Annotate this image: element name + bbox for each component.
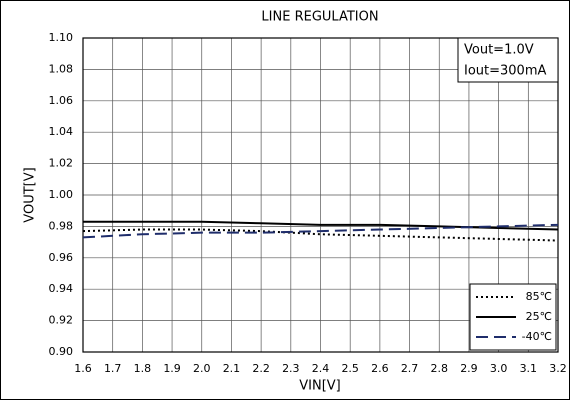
x-tick-label: 3.2 (549, 362, 567, 375)
y-tick-label: 1.10 (49, 31, 74, 44)
x-tick-label: 2.3 (282, 362, 300, 375)
x-tick-label: 2.6 (371, 362, 389, 375)
y-tick-label: 0.98 (49, 219, 74, 232)
x-tick-label: 2.9 (460, 362, 478, 375)
x-tick-label: 1.9 (163, 362, 181, 375)
legend-label: 85℃ (526, 290, 552, 303)
x-tick-label: 1.8 (134, 362, 152, 375)
y-tick-label: 1.08 (49, 62, 74, 75)
legend-label: -40℃ (522, 330, 552, 343)
x-tick-label: 3.0 (490, 362, 508, 375)
y-tick-label: 0.96 (49, 251, 74, 264)
y-tick-label: 1.02 (49, 157, 74, 170)
y-tick-label: 0.90 (49, 345, 74, 358)
y-tick-label: 1.04 (49, 125, 74, 138)
y-tick-label: 1.06 (49, 94, 74, 107)
annotation: Iout=300mA (464, 64, 546, 79)
x-tick-label: 2.2 (252, 362, 270, 375)
x-tick-label: 2.1 (223, 362, 241, 375)
annotation: Vout=1.0V (464, 43, 534, 58)
x-tick-label: 2.8 (431, 362, 449, 375)
y-tick-label: 1.00 (49, 188, 74, 201)
x-tick-label: 2.4 (312, 362, 330, 375)
plot-border (82, 37, 559, 353)
series-line (82, 228, 559, 242)
series-line (82, 223, 559, 239)
x-axis-label: VIN[V] (299, 379, 341, 394)
y-axis-label: VOUT[V] (23, 167, 38, 222)
x-tick-label: 2.5 (341, 362, 359, 375)
x-tick-label: 2.7 (401, 362, 419, 375)
x-tick-label: 2.0 (193, 362, 211, 375)
y-tick-label: 0.94 (49, 282, 74, 295)
x-tick-label: 1.7 (104, 362, 122, 375)
chart-title: LINE REGULATION (261, 10, 378, 25)
series-line (83, 220, 559, 231)
x-tick-label: 1.6 (74, 362, 92, 375)
annotation-box (457, 37, 559, 83)
legend-label: 25℃ (526, 310, 552, 323)
x-tick-label: 3.1 (520, 362, 538, 375)
y-tick-label: 0.92 (49, 314, 74, 327)
